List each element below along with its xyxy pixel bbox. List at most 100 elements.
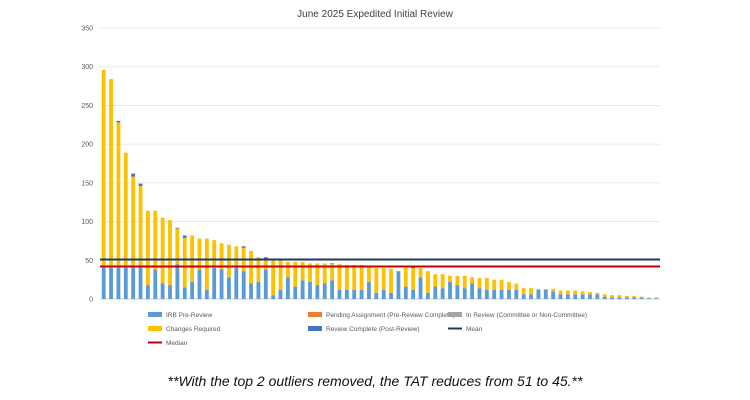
bar-segment <box>153 210 158 270</box>
bar-segment <box>654 297 659 299</box>
bar-segment <box>322 263 327 284</box>
bar-segment <box>352 264 357 290</box>
bar-segment <box>580 291 585 295</box>
bar-segment <box>249 283 253 299</box>
bar-segment <box>367 281 371 299</box>
bar-segment <box>182 287 187 299</box>
bar-segment <box>256 281 261 299</box>
bar-segment <box>455 275 460 286</box>
bar-segment <box>263 257 268 259</box>
bar-segment <box>389 268 393 293</box>
bar-segment <box>308 281 312 299</box>
bar-segment <box>551 291 556 299</box>
bar-segment <box>175 264 180 299</box>
bar-segment <box>396 271 401 299</box>
bar-segment <box>160 217 165 284</box>
bar-segment <box>234 246 239 269</box>
bar-segment <box>285 277 290 299</box>
bar-segment <box>492 279 497 290</box>
bar-segment <box>595 292 600 295</box>
bar-segment <box>227 244 231 278</box>
bar-segment <box>300 261 305 281</box>
bar-segment <box>536 288 541 290</box>
bar-segment <box>462 288 467 299</box>
y-tick-label: 200 <box>81 142 93 149</box>
bar-segment <box>330 280 335 299</box>
bar-segment <box>359 289 364 299</box>
y-tick-label: 250 <box>81 103 93 110</box>
bar-segment <box>558 294 563 299</box>
bar-segment <box>285 261 290 278</box>
bar-segment <box>190 281 195 299</box>
bar-segment <box>425 292 430 299</box>
bar-segment <box>477 278 482 289</box>
bar-segment <box>197 238 202 270</box>
bar-segment <box>138 185 143 269</box>
bar-segment <box>602 296 607 299</box>
bar-segment <box>588 294 592 299</box>
bar-segment <box>462 275 467 289</box>
bar-segment <box>337 289 342 299</box>
bar-segment <box>492 289 497 299</box>
bar-segment <box>131 176 136 269</box>
bar-segment <box>440 274 445 289</box>
bar-segment <box>477 288 482 299</box>
legend: IRB Pre-Review Pending Assignment (Pre-Re… <box>148 312 587 347</box>
bar-segment <box>212 240 217 269</box>
y-tick-label: 300 <box>81 64 93 71</box>
bar-segment <box>484 278 489 290</box>
legend-swatch <box>148 326 162 331</box>
bar-segment <box>403 286 408 299</box>
bar-segment <box>381 268 386 290</box>
y-tick-label: 50 <box>85 258 93 265</box>
bar-segment <box>411 268 416 290</box>
bar-segment <box>308 263 312 282</box>
bar-segment <box>101 69 106 269</box>
bar-segment <box>440 288 445 299</box>
bar-segment <box>182 235 187 238</box>
bar-segment <box>219 243 224 270</box>
bar-segment <box>116 268 121 299</box>
bar-segment <box>315 263 320 286</box>
bar-segment <box>241 246 246 248</box>
bar-segment <box>197 269 202 299</box>
bar-segment <box>322 283 327 299</box>
bar-segment <box>647 297 651 299</box>
bar-segment <box>632 295 637 298</box>
bar-segment <box>153 269 158 299</box>
bar-segment <box>639 297 644 299</box>
bar-segment <box>580 294 585 299</box>
bar-segment <box>367 266 371 282</box>
bar-segment <box>168 285 172 299</box>
bar-segment <box>521 294 526 299</box>
reference-lines <box>100 258 660 268</box>
bar-segment <box>204 289 209 299</box>
bar-segment <box>138 268 143 299</box>
bar-segment <box>293 286 298 299</box>
legend-label: Changes Required <box>166 326 221 333</box>
bar-segment <box>256 257 261 282</box>
bar-segment <box>521 288 526 295</box>
bar-segment <box>411 267 416 269</box>
bar-segment <box>536 289 541 299</box>
bar-segment <box>227 277 231 299</box>
bar-segment <box>145 210 150 286</box>
bar-segment <box>470 277 475 284</box>
legend-label: Review Complete (Post-Review) <box>326 326 420 333</box>
bar-segment <box>499 289 504 299</box>
bar-segment <box>632 297 637 299</box>
y-tick-label: 150 <box>81 180 93 187</box>
bar-segment <box>300 280 305 299</box>
bar-segment <box>565 290 570 295</box>
bar-segment <box>514 289 519 299</box>
bar-segment <box>109 79 113 269</box>
bar-segment <box>293 261 298 287</box>
bar-segment <box>344 264 349 290</box>
legend-swatch <box>148 312 162 317</box>
legend-swatch <box>308 326 322 331</box>
legend-swatch <box>448 312 462 317</box>
bar-segment <box>263 269 268 299</box>
bar-segment <box>411 289 416 299</box>
bar-segment <box>403 268 408 287</box>
bar-segment <box>573 294 578 299</box>
